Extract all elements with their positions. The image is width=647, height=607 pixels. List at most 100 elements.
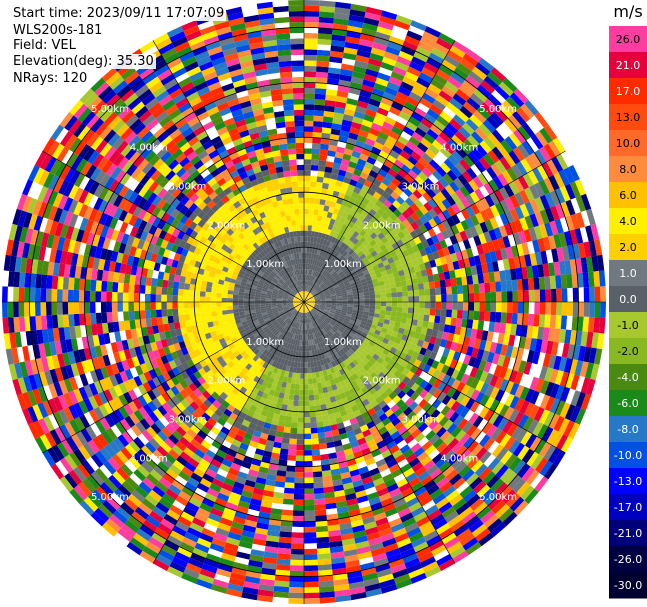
velocity-gate <box>304 32 319 39</box>
velocity-gate <box>322 177 331 184</box>
velocity-gate <box>339 235 346 243</box>
velocity-gate <box>321 244 326 251</box>
velocity-gate <box>366 103 379 113</box>
velocity-gate <box>341 223 348 231</box>
velocity-gate <box>417 41 434 53</box>
velocity-gate <box>304 297 308 302</box>
velocity-gate <box>368 98 381 108</box>
velocity-gate <box>338 255 345 262</box>
velocity-gate <box>318 160 327 167</box>
velocity-gate <box>365 213 374 221</box>
velocity-gate <box>332 29 347 37</box>
velocity-gate <box>384 116 397 126</box>
velocity-gate <box>321 256 327 263</box>
velocity-gate <box>378 150 390 160</box>
velocity-gate <box>473 88 488 103</box>
velocity-gate <box>420 117 434 129</box>
velocity-gate <box>357 158 367 167</box>
velocity-gate <box>435 94 450 107</box>
velocity-gate <box>310 164 319 171</box>
velocity-gate <box>304 280 307 286</box>
velocity-gate <box>417 142 429 153</box>
velocity-gate <box>313 236 318 243</box>
velocity-gate <box>307 293 312 299</box>
velocity-gate <box>304 225 308 231</box>
velocity-gate <box>304 120 314 127</box>
velocity-gate <box>351 71 366 80</box>
velocity-gate <box>361 119 373 128</box>
velocity-gate <box>361 184 370 193</box>
velocity-gate <box>447 138 460 151</box>
velocity-gate <box>406 183 417 194</box>
velocity-gate <box>365 108 377 118</box>
velocity-gate <box>350 191 359 200</box>
velocity-gate <box>305 274 307 281</box>
velocity-gate <box>396 116 409 127</box>
velocity-gate <box>312 283 316 289</box>
velocity-gate <box>371 165 381 174</box>
velocity-gate <box>370 224 378 233</box>
velocity-gate <box>304 170 311 176</box>
velocity-gate <box>406 96 420 107</box>
velocity-gate <box>408 25 425 37</box>
velocity-gate <box>328 267 334 274</box>
velocity-gate <box>314 198 321 205</box>
velocity-gate <box>490 67 507 82</box>
velocity-gate <box>326 253 332 260</box>
velocity-gate <box>416 76 431 88</box>
velocity-gate <box>348 132 359 141</box>
velocity-gate <box>312 220 317 227</box>
velocity-gate <box>321 132 331 140</box>
velocity-gate <box>438 90 453 103</box>
velocity-gate <box>310 281 314 288</box>
velocity-gate <box>308 203 315 210</box>
velocity-gate <box>376 26 393 36</box>
velocity-gate <box>342 230 349 238</box>
velocity-gate <box>384 86 398 97</box>
velocity-gate <box>314 104 325 111</box>
velocity-gate <box>333 265 339 271</box>
velocity-gate <box>339 164 349 172</box>
velocity-gate <box>335 1 352 10</box>
velocity-gate <box>402 126 415 137</box>
velocity-gate <box>340 257 347 264</box>
velocity-gate <box>381 190 391 200</box>
velocity-gate <box>304 181 311 187</box>
velocity-gate <box>362 22 378 32</box>
velocity-gate <box>336 197 344 205</box>
velocity-gate <box>314 88 327 95</box>
velocity-gate <box>312 264 316 271</box>
velocity-gate <box>341 119 353 127</box>
velocity-gate <box>401 106 414 117</box>
velocity-gate <box>354 219 363 227</box>
velocity-gate <box>336 246 343 254</box>
velocity-gate <box>318 16 334 24</box>
velocity-gate <box>410 179 421 190</box>
velocity-gate <box>306 291 309 297</box>
velocity-gate <box>304 27 319 34</box>
velocity-gate <box>438 32 455 46</box>
velocity-gate <box>454 130 468 143</box>
velocity-gate <box>313 121 323 128</box>
velocity-gate <box>380 203 389 213</box>
velocity-gate <box>305 291 308 297</box>
velocity-gate <box>404 71 419 82</box>
velocity-gate <box>327 235 333 242</box>
velocity-gate <box>317 255 322 261</box>
velocity-gate <box>397 86 412 97</box>
velocity-gate <box>324 251 329 258</box>
velocity-gate <box>359 236 367 244</box>
velocity-gate <box>347 92 360 101</box>
velocity-gate <box>326 83 339 91</box>
velocity-gate <box>307 236 311 242</box>
velocity-gate <box>315 285 320 291</box>
velocity-gate <box>313 259 318 266</box>
velocity-gate <box>388 76 403 87</box>
velocity-gate <box>377 20 394 31</box>
velocity-gate <box>345 103 357 112</box>
velocity-gate <box>390 30 407 41</box>
velocity-gate <box>365 138 376 147</box>
velocity-gate <box>441 59 457 72</box>
velocity-gate <box>355 181 364 190</box>
velocity-gate <box>443 142 456 155</box>
